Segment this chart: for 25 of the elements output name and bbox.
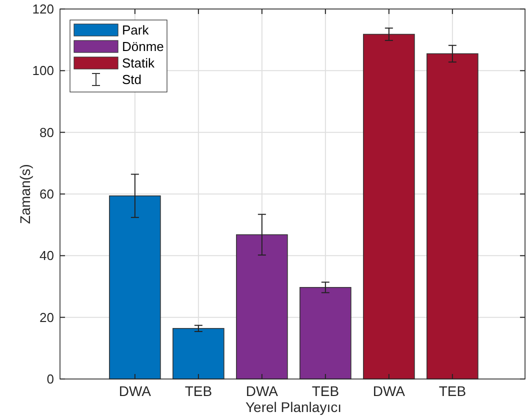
bar	[172, 328, 224, 380]
y-tick-label: 60	[40, 186, 54, 202]
x-tick-label: TEB	[184, 383, 212, 399]
x-tick-label: DWA	[118, 383, 152, 399]
legend-label: Statik	[122, 56, 156, 71]
x-tick-label: TEB	[438, 383, 466, 399]
y-tick-label: 0	[46, 372, 54, 387]
x-tick-label: DWA	[372, 383, 406, 399]
y-tick-label: 20	[40, 310, 54, 325]
bar	[426, 53, 478, 380]
y-tick-label: 40	[40, 248, 54, 264]
x-axis-title: Yerel Planlayıcı	[246, 399, 342, 415]
bar	[236, 234, 288, 380]
annotation: Std	[122, 72, 142, 88]
x-tick-label: DWA	[246, 383, 279, 399]
y-tick-label: 100	[32, 63, 54, 78]
x-tick-label: TEB	[312, 383, 340, 399]
y-tick-label: 80	[40, 124, 54, 140]
bar	[363, 34, 415, 380]
y-tick-label: 120	[32, 2, 54, 17]
legend-label: Dönme	[122, 39, 164, 54]
legend-label: Park	[122, 22, 150, 38]
y-axis-title: Zaman(s)	[17, 164, 33, 224]
bar	[109, 195, 161, 380]
bar	[300, 287, 352, 380]
